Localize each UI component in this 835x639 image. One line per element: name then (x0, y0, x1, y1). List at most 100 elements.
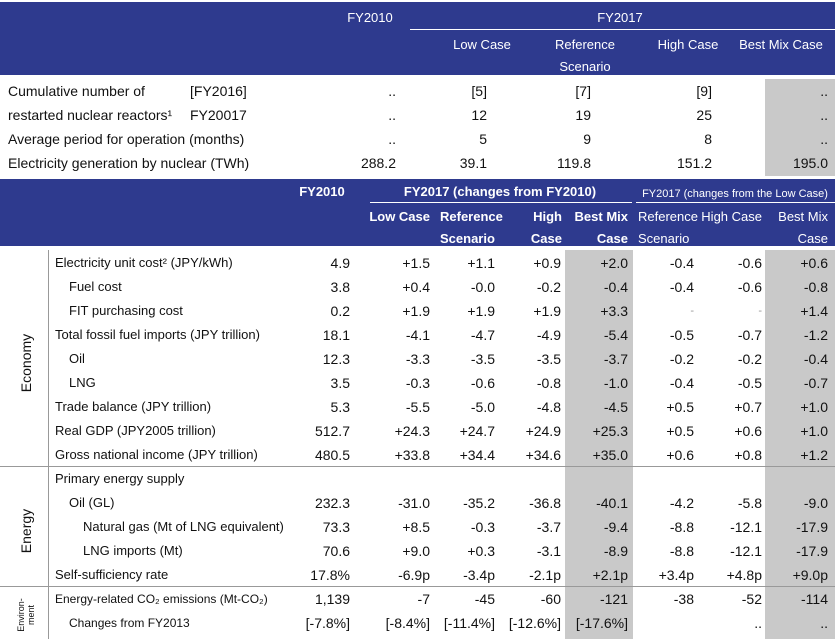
header-cell: FY2010 (299, 184, 345, 199)
cell: +1.1 (467, 255, 495, 271)
cell: -0.4 (669, 279, 694, 295)
cell: .. (754, 615, 762, 631)
cell: +35.0 (592, 447, 628, 463)
cell: .. (820, 615, 828, 631)
cell: [-12.6%] (508, 615, 561, 631)
column-header: Best Mix Case (574, 209, 628, 246)
cell: 480.5 (314, 447, 350, 463)
cell: .. (388, 83, 396, 99)
cell: 5 (479, 131, 487, 147)
cell: -3.5 (470, 351, 495, 367)
cell: -0.6 (737, 279, 762, 295)
cell: 232.3 (314, 495, 350, 511)
cell: -17.9 (796, 543, 828, 559)
cell: -0.4 (669, 375, 694, 391)
row-label: Oil (69, 351, 85, 366)
cell: [5] (471, 83, 487, 99)
cell: +1.5 (402, 255, 430, 271)
row-label: Total fossil fuel imports (JPY trillion) (55, 327, 260, 342)
section-label: Environ-ment (16, 598, 36, 632)
column-header: Reference Scenario (555, 37, 615, 74)
row-label: Trade balance (JPY trillion) (55, 399, 212, 414)
cell: +25.3 (592, 423, 628, 439)
cell: +0.7 (734, 399, 762, 415)
cell: +24.3 (394, 423, 430, 439)
cell: -8.8 (669, 543, 694, 559)
cell: 9 (583, 131, 591, 147)
column-header: Best Mix Case (778, 209, 828, 246)
cell: 70.6 (322, 543, 350, 559)
section-rule (0, 466, 835, 467)
cell: -12.1 (730, 543, 762, 559)
cell: -0.3 (405, 375, 430, 391)
section-label: Economy (18, 333, 34, 393)
cell: -4.9 (536, 327, 561, 343)
cell: -3.1 (536, 543, 561, 559)
cell: .. (388, 107, 396, 123)
cell: .. (820, 83, 828, 99)
cell: -0.6 (470, 375, 495, 391)
cell: -3.7 (603, 351, 628, 367)
cell: -0.7 (803, 375, 828, 391)
cell: -5.8 (737, 495, 762, 511)
cell: -5.5 (405, 399, 430, 415)
cell: -3.5 (536, 351, 561, 367)
cell: +1.9 (467, 303, 495, 319)
column-header: High Case (657, 37, 719, 52)
cell: -38 (673, 591, 694, 607)
cell: +0.9 (533, 255, 561, 271)
cell: -4.7 (470, 327, 495, 343)
cell: +24.7 (459, 423, 495, 439)
cell: +0.6 (800, 255, 828, 271)
cell: 18.1 (322, 327, 350, 343)
header-band (0, 2, 835, 75)
cell: [-7.8%] (305, 615, 350, 631)
cell: -31.0 (398, 495, 430, 511)
cell: +24.9 (525, 423, 561, 439)
column-header: Low Case (453, 37, 511, 52)
cell: 12 (471, 107, 487, 123)
cell: 5.3 (330, 399, 350, 415)
cell: -17.9 (796, 519, 828, 535)
header-cell: FY2017 (changes from the Low Case) (642, 188, 828, 200)
cell: +1.9 (533, 303, 561, 319)
column-header: Low Case (369, 209, 430, 224)
cell: -5.4 (603, 327, 628, 343)
row-label: Energy-related CO₂ emissions (Mt-CO₂) (55, 592, 268, 606)
cell: [-11.4%] (443, 615, 495, 631)
row-label: Real GDP (JPY2005 trillion) (55, 423, 216, 438)
cell: [9] (696, 83, 712, 99)
highlight-column (765, 250, 835, 639)
header-band (0, 179, 835, 246)
row-label: Fuel cost (69, 279, 122, 294)
cell: .. (388, 131, 396, 147)
cell: +33.8 (394, 447, 430, 463)
cell: +1.0 (800, 399, 828, 415)
row-label: LNG (69, 375, 96, 390)
column-header: Best Mix Case (739, 37, 823, 52)
cell: -52 (741, 591, 762, 607)
cell: -35.2 (463, 495, 495, 511)
cell: 512.7 (314, 423, 350, 439)
cell: 73.3 (322, 519, 350, 535)
section-rule (0, 586, 835, 587)
cell: -7 (417, 591, 430, 607)
cell: -0.4 (803, 351, 828, 367)
cell: -0.0 (470, 279, 495, 295)
section-label: Energy (18, 508, 34, 554)
cell: +1.9 (402, 303, 430, 319)
cell: 119.8 (557, 155, 591, 171)
cell: - (690, 305, 694, 317)
highlight-column (565, 250, 633, 639)
cell: -1.0 (603, 375, 628, 391)
cell: [-17.6%] (575, 615, 628, 631)
cell: -8.9 (603, 543, 628, 559)
cell: -0.2 (737, 351, 762, 367)
cell: +0.5 (666, 423, 694, 439)
cell: +0.3 (467, 543, 495, 559)
header-cell: FY2017 (597, 10, 643, 25)
row-label: Electricity generation by nuclear (TWh) (8, 155, 250, 171)
row-label: Natural gas (Mt of LNG equivalent) (83, 519, 284, 534)
cell: +3.4p (658, 567, 694, 583)
cell: -12.1 (730, 519, 762, 535)
